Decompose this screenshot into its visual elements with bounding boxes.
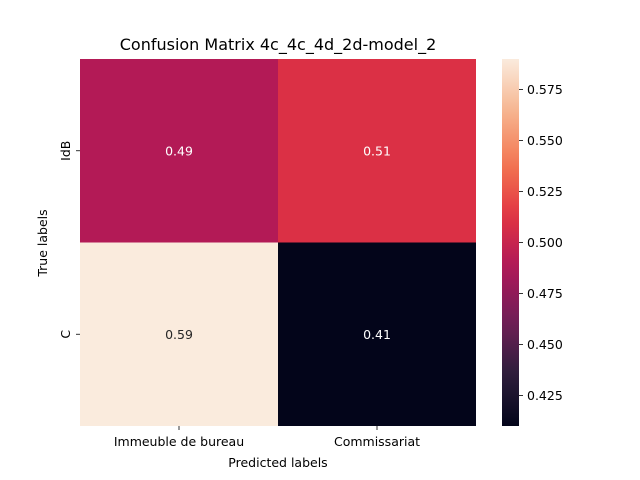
cell-value-label: 0.41 — [363, 327, 391, 342]
x-axis-ticks: Immeuble de bureau Commissariat — [114, 426, 420, 449]
y-tick-label: IdB — [58, 141, 73, 161]
x-axis-label: Predicted labels — [228, 455, 327, 470]
x-tick-label: Immeuble de bureau — [114, 434, 244, 449]
colorbar-tick-label: 0.575 — [527, 82, 563, 97]
colorbar-tick-label: 0.525 — [527, 184, 563, 199]
heatmap-cell — [80, 59, 278, 243]
cell-value-label: 0.49 — [165, 143, 193, 158]
colorbar-tick-label: 0.550 — [527, 133, 563, 148]
heatmap-cells — [80, 59, 476, 426]
cell-value-label: 0.51 — [363, 143, 391, 158]
cell-value-label: 0.59 — [165, 327, 193, 342]
y-axis-label: True labels — [35, 209, 50, 277]
heatmap-cell — [278, 59, 476, 243]
colorbar-tick-label: 0.475 — [527, 286, 563, 301]
colorbar-tick-label: 0.450 — [527, 337, 563, 352]
heatmap-cell — [278, 242, 476, 426]
x-tick-label: Commissariat — [334, 434, 420, 449]
colorbar-tick-label: 0.425 — [527, 388, 563, 403]
y-tick-label: C — [58, 330, 73, 339]
chart-title: Confusion Matrix 4c_4c_4d_2d-model_2 — [120, 35, 437, 55]
colorbar — [502, 59, 519, 426]
colorbar-ticks: 0.425 0.450 0.475 0.500 0.525 0.550 0.575 — [519, 82, 563, 403]
heatmap-cell — [80, 242, 278, 426]
heatmap-cell-labels: 0.49 0.51 0.59 0.41 — [165, 143, 391, 342]
colorbar-tick-label: 0.500 — [527, 235, 563, 250]
y-axis-ticks: IdB C — [58, 141, 80, 339]
